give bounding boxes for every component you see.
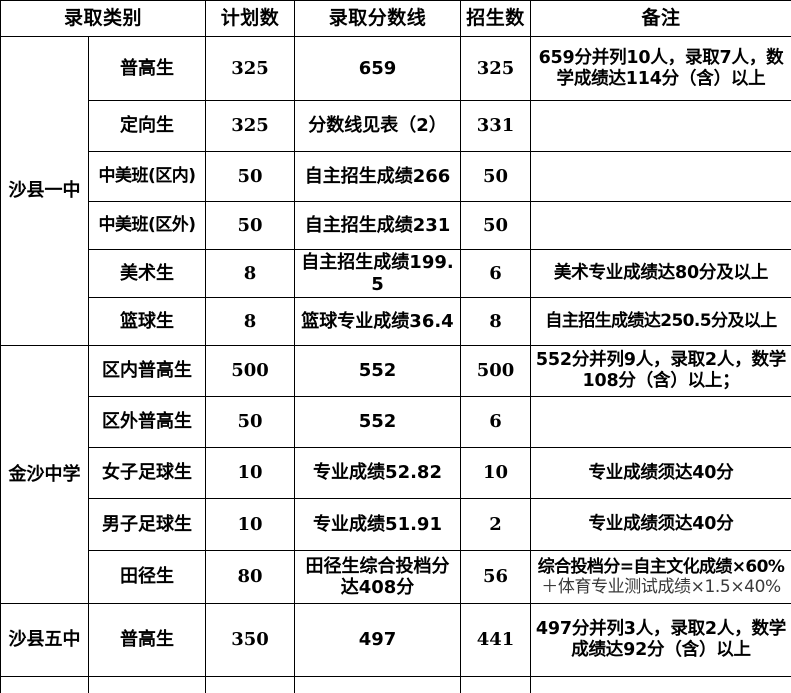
header-row: 录取类别 计划数 录取分数线 招生数 备注 [0, 0, 791, 37]
enroll-count-cell: 8 [460, 297, 532, 346]
score-line-cell: 篮球专业成绩36.4 [294, 297, 462, 346]
table-row: 田径生 80 田径生综合投档分达408分 56 综合投档分=自主文化成绩×60%… [1, 550, 791, 604]
score-line-cell: 自主招生成绩266 [294, 151, 462, 202]
table-row: 女子足球生 10 专业成绩52.82 10 专业成绩须达40分 [1, 447, 791, 499]
remark-cell: 自主招生成绩达250.5分及以上 [530, 297, 791, 346]
remark-cell: 美术专业成绩达80分及以上 [530, 249, 791, 298]
table-body: 沙县一中 普高生 325 659 325 659分并列10人，录取7人，数学成绩… [0, 36, 791, 693]
score-line-cell [294, 676, 462, 693]
column-header-score-line: 录取分数线 [294, 0, 462, 37]
score-line-cell: 自主招生成绩231 [294, 201, 462, 250]
enroll-count-cell: 10 [460, 447, 532, 499]
table-row: 中美班(区内) 50 自主招生成绩266 50 [1, 151, 791, 202]
column-header-plan-count: 计划数 [205, 0, 296, 37]
score-line-cell: 专业成绩52.82 [294, 447, 462, 499]
enroll-count-cell: 2 [460, 498, 532, 551]
remark-cell [530, 201, 791, 250]
category-cell: 区外普高生 [87, 396, 207, 448]
plan-count-cell: 50 [205, 201, 296, 250]
category-cell: 篮球生 [87, 297, 207, 346]
category-cell: 中美班(区外) [87, 201, 207, 250]
enroll-count-cell [460, 676, 532, 693]
table-row: 区外普高生 50 552 6 [1, 396, 791, 448]
category-cell: 中美班(区内) [87, 151, 207, 202]
score-line-cell: 自主招生成绩199.5 [294, 249, 462, 298]
score-line-cell: 552 [294, 345, 462, 397]
remark-cell: 综合投档分=自主文化成绩×60% ＋体育专业测试成绩×1.5×40% [530, 550, 791, 604]
category-cell: 美术生 [87, 249, 207, 298]
category-cell: 定向生 [87, 100, 207, 152]
plan-count-cell: 50 [205, 396, 296, 448]
score-line-cell: 分数线见表（2） [294, 100, 462, 152]
plan-count-cell: 8 [205, 249, 296, 298]
enroll-count-cell: 500 [460, 345, 532, 397]
school-name-cell: 沙县一中 [0, 36, 89, 346]
remark-cell: 659分并列10人，录取7人，数学成绩达114分（含）以上 [530, 36, 791, 101]
column-header-remark: 备注 [530, 0, 791, 37]
column-header-category: 录取类别 [0, 0, 207, 37]
enroll-count-cell: 50 [460, 201, 532, 250]
enroll-count-cell: 6 [460, 396, 532, 448]
plan-count-cell: 325 [205, 100, 296, 152]
enroll-count-cell: 6 [460, 249, 532, 298]
table-row: 男子足球生 10 专业成绩51.91 2 专业成绩须达40分 [1, 498, 791, 551]
school-name-cell [0, 676, 89, 693]
plan-count-cell: 325 [205, 36, 296, 101]
category-cell: 男子足球生 [87, 498, 207, 551]
remark-cell: 专业成绩须达40分 [530, 447, 791, 499]
remark-cell [530, 151, 791, 202]
category-cell: 普高生 [87, 603, 207, 677]
score-line-cell: 专业成绩51.91 [294, 498, 462, 551]
plan-count-cell: 350 [205, 603, 296, 677]
remark-cell [530, 396, 791, 448]
score-line-cell: 552 [294, 396, 462, 448]
table-row: 金沙中学 区内普高生 500 552 500 552分并列9人，录取2人，数学1… [0, 345, 791, 604]
enroll-count-cell: 56 [460, 550, 532, 604]
remark-cell: 497分并列3人，录取2人，数学成绩达92分（含）以上 [530, 603, 791, 677]
remark-formula-line-1: 综合投档分=自主文化成绩×60% [537, 556, 785, 577]
category-cell: 女子足球生 [87, 447, 207, 499]
table-header: 录取类别 计划数 录取分数线 招生数 备注 [0, 0, 791, 37]
table-row: 篮球生 8 篮球专业成绩36.4 8 自主招生成绩达250.5分及以上 [1, 297, 791, 346]
column-header-enroll-count: 招生数 [460, 0, 532, 37]
remark-cell: 552分并列9人，录取2人，数学108分（含）以上； [530, 345, 791, 397]
category-cell: 普高生 [87, 36, 207, 101]
plan-count-cell [205, 676, 296, 693]
table-row: 中美班(区外) 50 自主招生成绩231 50 [1, 201, 791, 250]
table-row: 美术生 8 自主招生成绩199.5 6 美术专业成绩达80分及以上 [1, 249, 791, 298]
category-cell: 区内普高生 [87, 345, 207, 397]
table-row-partial [0, 676, 791, 693]
plan-count-cell: 80 [205, 550, 296, 604]
plan-count-cell: 10 [205, 498, 296, 551]
school-name-cell: 金沙中学 [0, 345, 89, 604]
plan-count-cell: 10 [205, 447, 296, 499]
enroll-count-cell: 50 [460, 151, 532, 202]
remark-cell [530, 100, 791, 152]
plan-count-cell: 50 [205, 151, 296, 202]
score-line-cell: 497 [294, 603, 462, 677]
remark-cell [530, 676, 791, 693]
plan-count-cell: 500 [205, 345, 296, 397]
table-row: 沙县五中 普高生 350 497 441 497分并列3人，录取2人，数学成绩达… [0, 603, 791, 677]
category-cell: 田径生 [87, 550, 207, 604]
score-line-cell: 田径生综合投档分达408分 [294, 550, 462, 604]
score-line-cell: 659 [294, 36, 462, 101]
plan-count-cell: 8 [205, 297, 296, 346]
school-name-cell: 沙县五中 [0, 603, 89, 677]
category-cell [87, 676, 207, 693]
table-row: 沙县一中 普高生 325 659 325 659分并列10人，录取7人，数学成绩… [0, 36, 791, 346]
enroll-count-cell: 441 [460, 603, 532, 677]
table-row: 定向生 325 分数线见表（2） 331 [1, 100, 791, 152]
remark-cell: 专业成绩须达40分 [530, 498, 791, 551]
enroll-count-cell: 331 [460, 100, 532, 152]
enroll-count-cell: 325 [460, 36, 532, 101]
remark-formula-line-2: ＋体育专业测试成绩×1.5×40% [541, 577, 781, 597]
